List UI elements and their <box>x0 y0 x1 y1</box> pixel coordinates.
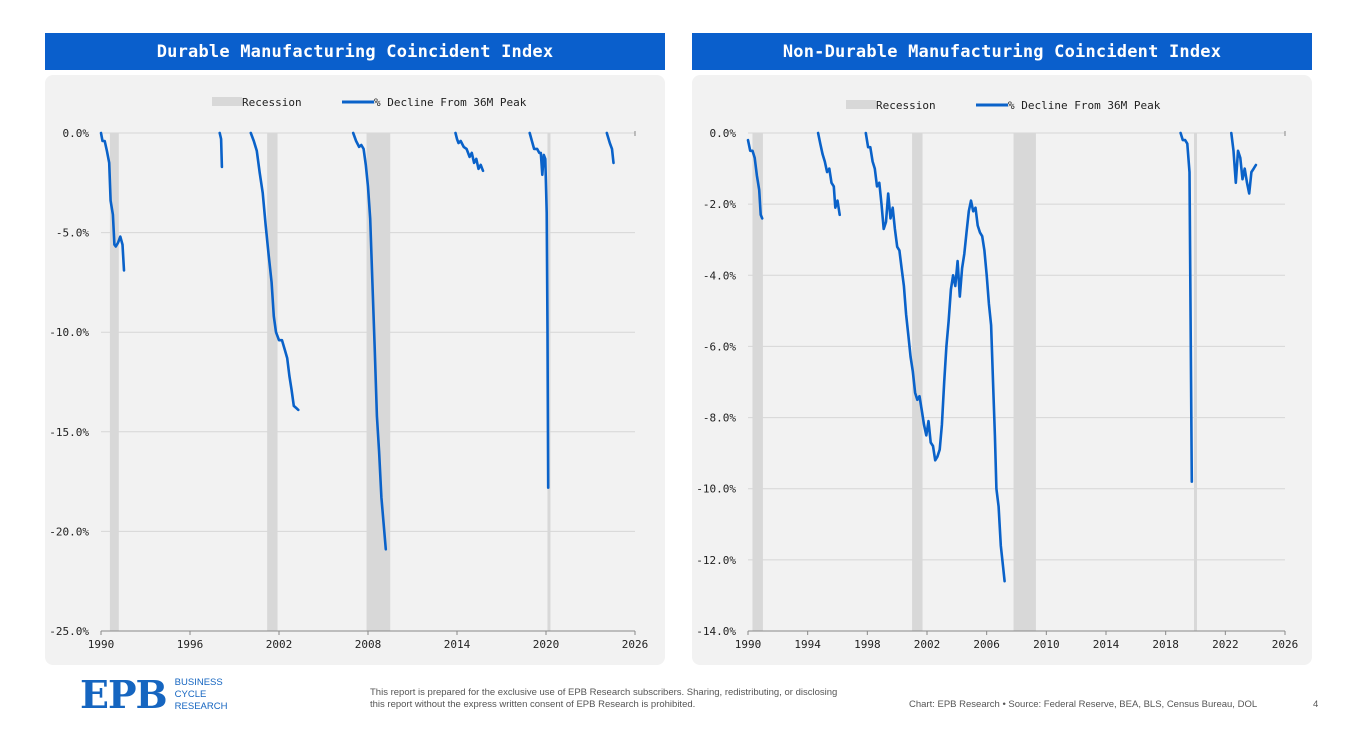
x-tick-label: 2018 <box>1152 638 1179 651</box>
y-tick-label: 0.0% <box>63 127 90 140</box>
y-tick-label: -25.0% <box>49 625 89 638</box>
legend-label-recession: Recession <box>242 96 302 109</box>
series-line-segment <box>1230 131 1258 195</box>
series-line-segment <box>605 131 615 165</box>
recession-band <box>752 133 763 631</box>
recession-band <box>109 133 119 631</box>
x-tick-label: 2006 <box>973 638 1000 651</box>
chart-panel-nondurable: 0.0% -2.0% -4.0% -6.0% -8.0% -10.0% -12.0% -14.… <box>692 75 1312 665</box>
y-tick-label: -20.0% <box>49 525 89 538</box>
logo-mark: EPB <box>80 672 168 717</box>
page-number: 4 <box>1313 699 1319 710</box>
y-tick-label: -10.0% <box>49 326 89 339</box>
series-line-segment <box>218 131 224 169</box>
x-tick-label: 1996 <box>177 638 204 651</box>
legend-swatch-recession <box>212 97 242 106</box>
y-tick-label: -6.0% <box>703 340 736 353</box>
x-tick-label: 2010 <box>1033 638 1060 651</box>
series-line-segment <box>99 131 126 272</box>
y-tick-label: -10.0% <box>696 483 736 496</box>
series-line-segment <box>816 131 841 217</box>
epb-logo: EPB BUSINESS CYCLE RESEARCH <box>80 675 227 715</box>
legend-label-series: % Decline From 36M Peak <box>374 96 527 109</box>
x-tick-label: 2026 <box>1272 638 1299 651</box>
x-tick-label: 2008 <box>355 638 382 651</box>
y-tick-label: -8.0% <box>703 412 736 425</box>
y-tick-label: -12.0% <box>696 554 736 567</box>
y-tick-label: -2.0% <box>703 198 736 211</box>
logo-word-2: CYCLE <box>174 689 207 700</box>
legend-swatch-recession <box>846 100 876 109</box>
recession-band <box>1013 133 1036 631</box>
chart-durable: 0.0% -5.0% -10.0% -15.0% -20.0% -25.0%1990 199… <box>49 96 649 651</box>
x-tick-label: 2002 <box>266 638 293 651</box>
series-line-segment <box>1179 131 1194 483</box>
panel-title-nondurable: Non-Durable Manufacturing Coincident Ind… <box>692 33 1312 70</box>
y-tick-label: -5.0% <box>56 227 89 240</box>
legend-label-series: % Decline From 36M Peak <box>1008 99 1161 112</box>
x-tick-label: 1990 <box>88 638 115 651</box>
series-line-segment <box>454 131 485 173</box>
y-tick-label: 0.0% <box>710 127 737 140</box>
logo-words: BUSINESS CYCLE RESEARCH <box>175 677 228 713</box>
x-tick-label: 1998 <box>854 638 881 651</box>
source-text: Chart: EPB Research • Source: Federal Re… <box>909 699 1258 710</box>
chart-nondurable: 0.0% -2.0% -4.0% -6.0% -8.0% -10.0% -12.0% -14.… <box>696 99 1299 651</box>
series-line-segment <box>249 131 300 412</box>
x-tick-label: 2014 <box>1093 638 1120 651</box>
recession-band <box>912 133 923 631</box>
x-tick-label: 1990 <box>735 638 762 651</box>
x-tick-label: 1994 <box>794 638 821 651</box>
recession-band <box>267 133 278 631</box>
chart-panel-durable: 0.0% -5.0% -10.0% -15.0% -20.0% -25.0% 1990 199… <box>45 75 665 665</box>
panel-title-durable: Durable Manufacturing Coincident Index <box>45 33 665 70</box>
y-tick-label: -4.0% <box>703 269 736 282</box>
x-tick-label: 2026 <box>622 638 649 651</box>
x-tick-label: 2020 <box>533 638 560 651</box>
legend-label-recession: Recession <box>876 99 936 112</box>
x-tick-label: 2014 <box>444 638 471 651</box>
recession-band <box>1194 133 1197 631</box>
y-tick-label: -15.0% <box>49 426 89 439</box>
x-tick-label: 2002 <box>914 638 941 651</box>
logo-word-1: BUSINESS <box>174 677 223 688</box>
x-tick-label: 2022 <box>1212 638 1239 651</box>
series-line-segment <box>351 131 388 551</box>
series-line-segment <box>746 138 764 220</box>
series-line-segment <box>528 131 550 489</box>
disclaimer-text: This report is prepared for the exclusiv… <box>370 687 838 710</box>
y-tick-label: -14.0% <box>696 625 736 638</box>
series-line-segment <box>864 131 1006 583</box>
logo-word-3: RESEARCH <box>174 701 228 712</box>
